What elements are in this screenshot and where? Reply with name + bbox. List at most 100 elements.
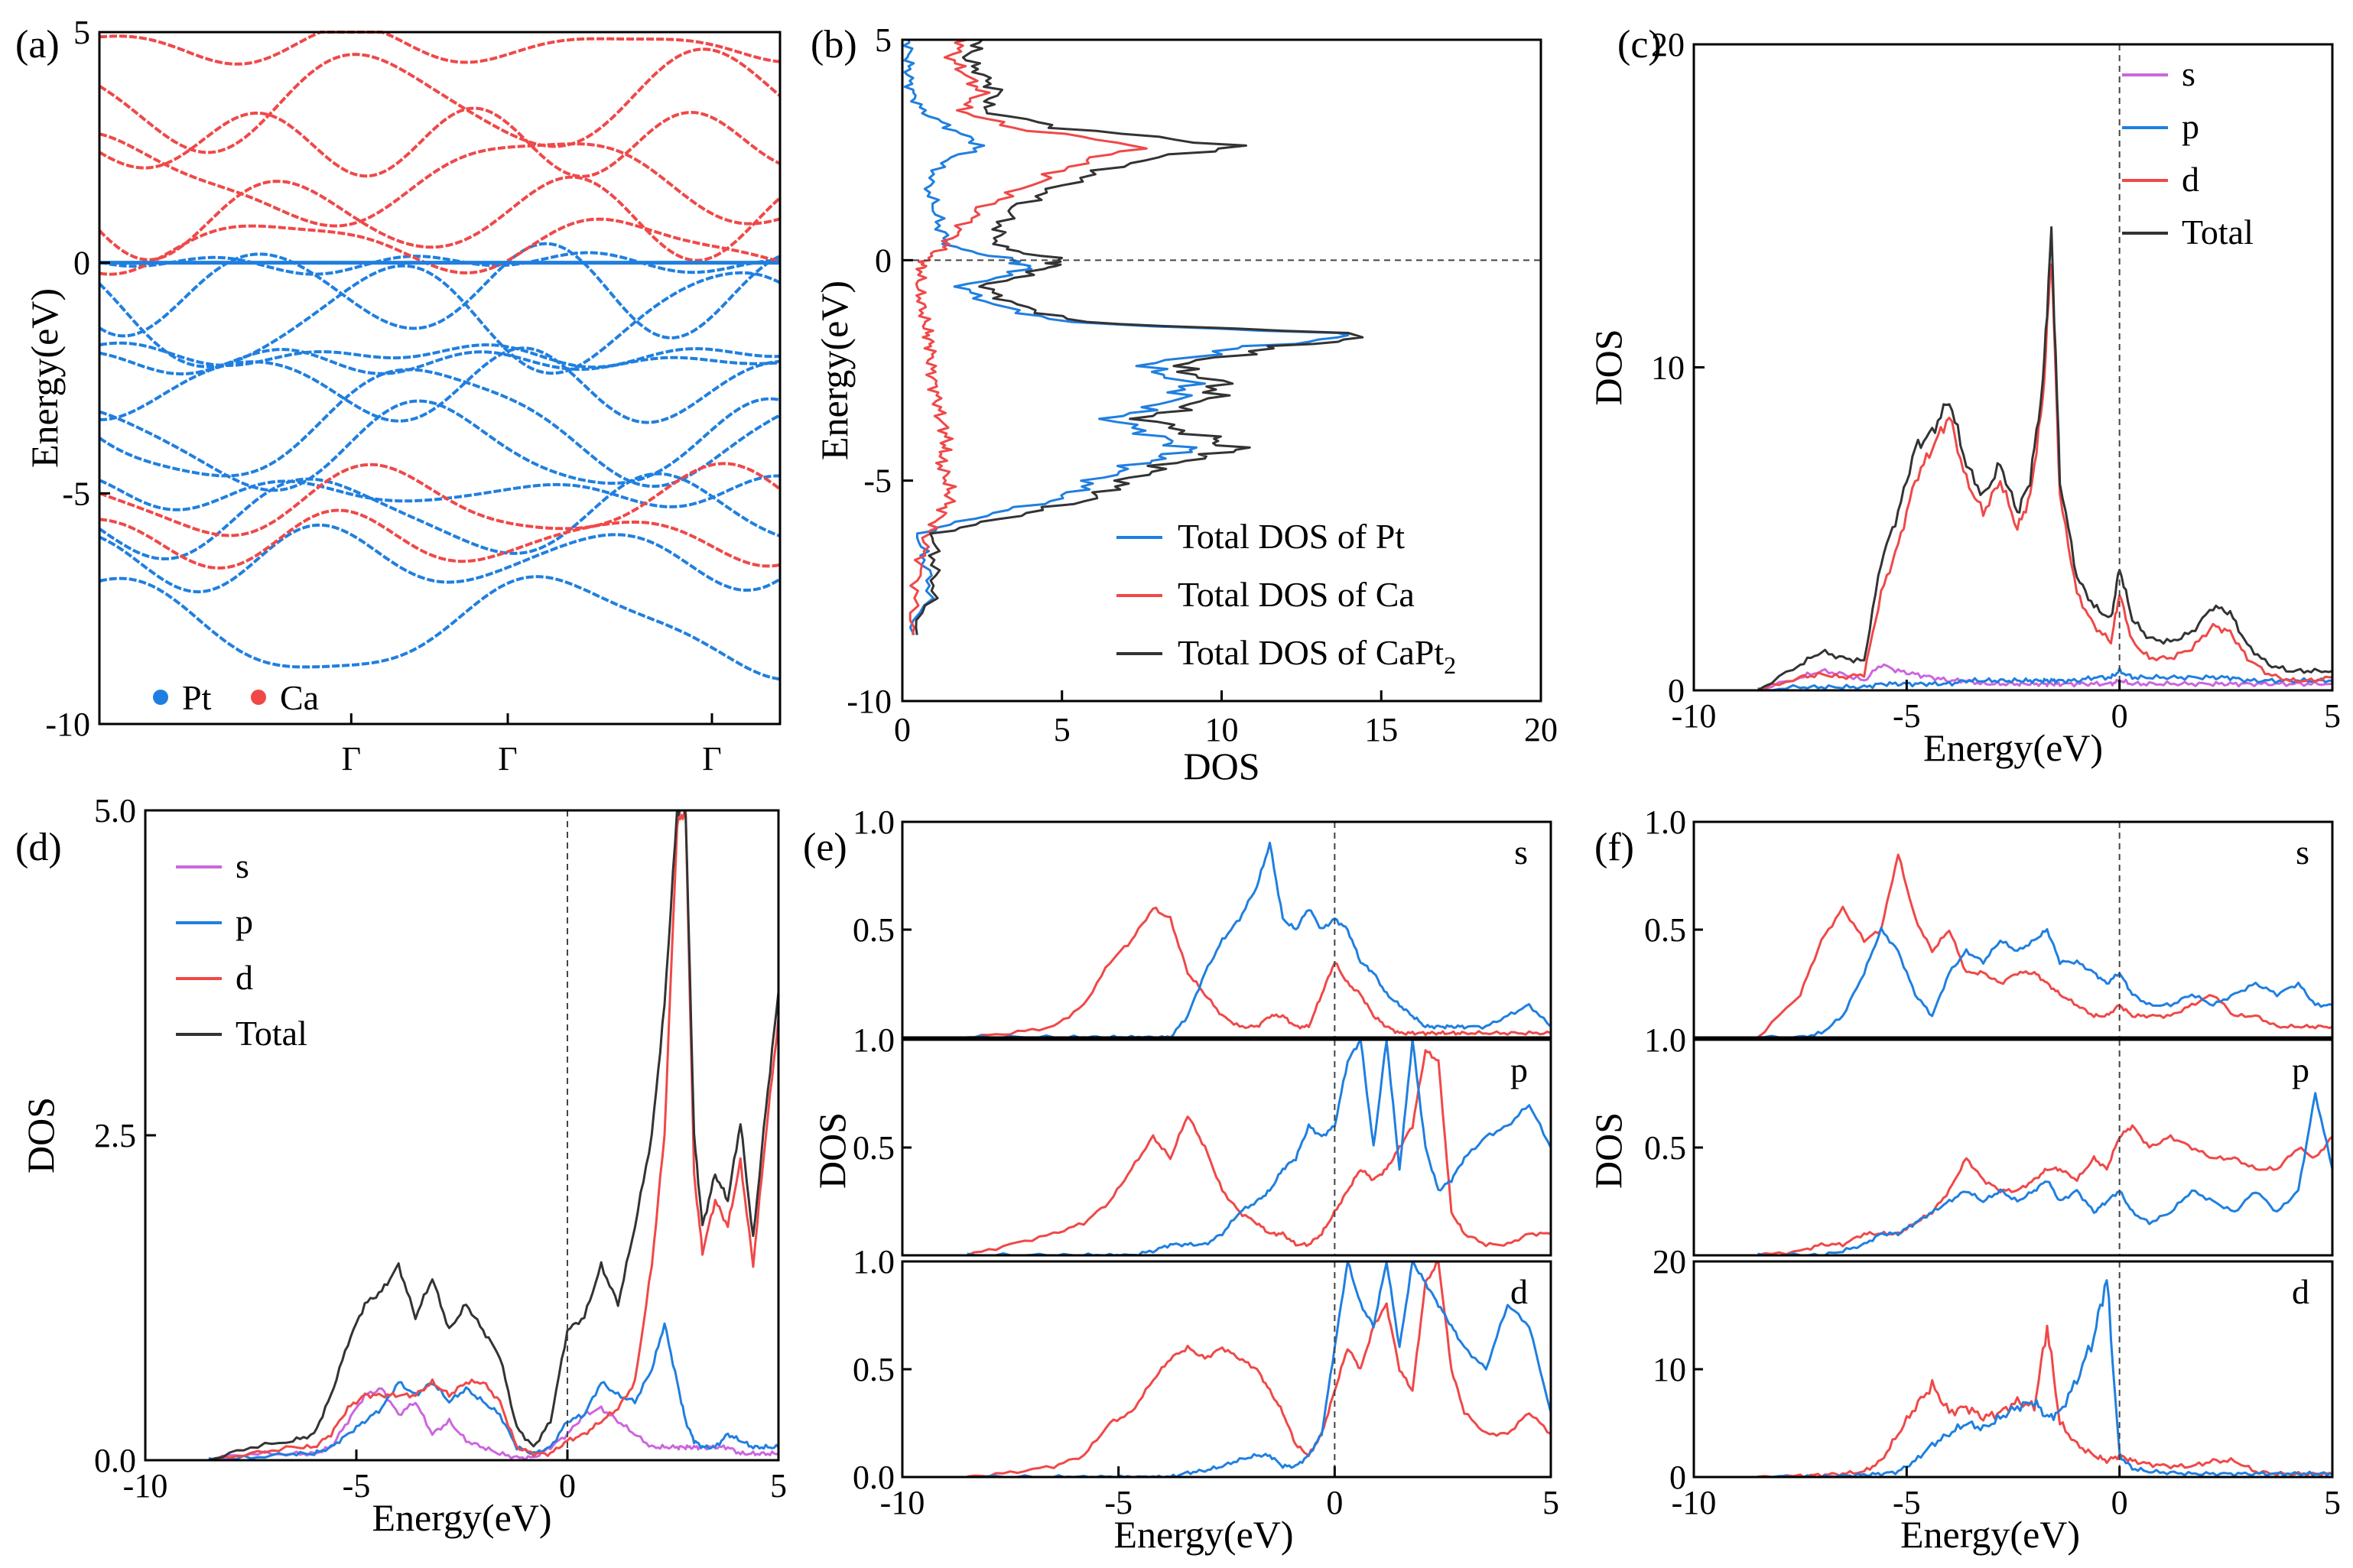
legend-label-s: s <box>236 846 249 885</box>
pdos-line-pt <box>1757 927 2332 1037</box>
y-tick-label: 2.5 <box>94 1117 136 1154</box>
legend-pt-label: Pt <box>182 678 212 717</box>
pdos-line-ca <box>1757 853 2332 1037</box>
x-axis-label: Energy(eV) <box>1923 726 2103 769</box>
panel-c: (c) 0 10 20 -10 -5 0 5 Energy(eV) DOS spd Total <box>1587 23 2341 769</box>
band-ca-19 <box>99 508 781 570</box>
x-tick-label: 5 <box>770 1467 787 1505</box>
legend-ca-label: Ca <box>280 678 319 717</box>
band-pt-5 <box>98 368 781 489</box>
x-axis-label: Energy(eV) <box>1900 1513 2080 1556</box>
panel-label-c: (c) <box>1617 23 1662 67</box>
band-ca-12 <box>99 31 781 66</box>
band-ca-18 <box>99 462 782 537</box>
pdos-line-total <box>1757 226 2332 690</box>
subplot-d: d 1.0 0.5 0.0 <box>853 1243 1552 1496</box>
panel-a: (a) 5 0 -5 -10 Γ Γ Γ Energy(eV) Pt Ca <box>15 14 782 778</box>
legend-label-total: Total <box>236 1014 307 1053</box>
legend-label-p: p <box>236 902 253 941</box>
panel-label-e: (e) <box>803 826 847 869</box>
y-tick-label: 0.5 <box>853 1351 895 1388</box>
x-tick-label: 0 <box>1326 1484 1343 1521</box>
y-tick-label: 5 <box>73 14 90 51</box>
subplot-p: p 1.0 0.5 <box>853 1021 1552 1257</box>
y-tick-label: 0 <box>875 242 892 279</box>
subplot-p: p 1.0 0.5 <box>1644 1021 2334 1257</box>
y-axis-label: Energy(eV) <box>813 281 856 460</box>
plot-area-d <box>208 810 778 1460</box>
y-tick-label: 1.0 <box>853 1243 895 1281</box>
x-tick-label: -10 <box>880 1484 925 1521</box>
pdos-line-p <box>1757 667 2332 690</box>
x-tick-label: -10 <box>1672 1484 1717 1521</box>
plot-area <box>967 1040 1551 1255</box>
legend-label-p: p <box>2182 107 2199 146</box>
legend-ca-dot <box>251 690 266 705</box>
y-tick-label: -10 <box>847 683 892 720</box>
y-tick-label: 0.5 <box>853 1129 895 1167</box>
y-tick-label: 10 <box>1651 349 1685 387</box>
x-axis-label: Energy(eV) <box>372 1496 551 1539</box>
x-tick-label: 5 <box>1542 1484 1559 1521</box>
x-tick-label: 0 <box>2111 697 2128 735</box>
pdos-line-pt <box>1757 1279 2332 1477</box>
band-pt-2 <box>98 472 781 560</box>
legend-label-s: s <box>2182 54 2195 93</box>
band-pt-1 <box>99 523 782 594</box>
x-tick-gamma: Γ <box>702 740 721 778</box>
dos-line-1 <box>908 38 1148 635</box>
x-tick-label: 10 <box>1205 711 1239 748</box>
legend-label-1: Total DOS of Ca <box>1178 575 1415 614</box>
pdos-line-ca <box>1757 1324 2332 1477</box>
pdos-line-pt <box>967 1040 1551 1255</box>
pdos-line-d <box>208 810 778 1460</box>
legend-label-0: Total DOS of Pt <box>1178 517 1405 556</box>
orbital-label-s: s <box>1514 833 1528 872</box>
pdos-line-d <box>1757 263 2332 690</box>
subplot-d: d 20 10 0 <box>1653 1243 2334 1496</box>
plot-area <box>1757 853 2332 1037</box>
panel-label-d: (d) <box>15 826 62 869</box>
plot-area <box>1757 1092 2332 1255</box>
plot-frame-a <box>98 31 782 726</box>
band-pt-7 <box>99 341 781 369</box>
y-tick-label: 0 <box>73 245 90 282</box>
legend-label-d: d <box>236 958 253 997</box>
legend-label-2: Total DOS of CaPt2 <box>1178 633 1456 679</box>
pdos-line-total <box>208 810 778 1460</box>
x-tick-gamma: Γ <box>498 740 517 778</box>
y-tick-label: 10 <box>1653 1351 1686 1388</box>
subplot-frame <box>901 1260 1552 1479</box>
x-tick-label: 0 <box>559 1467 576 1505</box>
band-ca-17 <box>99 217 781 276</box>
pdos-line-ca <box>967 906 1551 1037</box>
y-axis-label: DOS <box>1587 1112 1630 1189</box>
plot-area <box>967 1261 1551 1477</box>
x-tick-label: 5 <box>2324 697 2341 735</box>
x-tick-label: -5 <box>343 1467 371 1505</box>
pdos-line-ca <box>967 1261 1551 1477</box>
x-tick-label: -5 <box>1104 1484 1133 1521</box>
x-tick-label: -10 <box>1672 697 1717 735</box>
y-axis-label: DOS <box>1587 329 1630 405</box>
x-tick-label: 0 <box>894 711 911 748</box>
orbital-label-s: s <box>2296 833 2309 872</box>
y-tick-label: -10 <box>45 706 90 743</box>
band-ca-16 <box>98 175 782 262</box>
subplot-frame <box>1692 1260 2334 1479</box>
y-tick-label: -5 <box>62 475 90 512</box>
y-tick-label: -5 <box>863 463 892 500</box>
legend-pt-dot <box>153 690 168 705</box>
subplot-frame <box>1692 1038 2334 1257</box>
y-tick-label: 0 <box>1668 672 1685 709</box>
y-tick-label: 0.0 <box>94 1442 136 1479</box>
band-ca-13 <box>98 47 782 154</box>
pdos-line-p <box>208 1322 778 1460</box>
pdos-line-pt <box>967 841 1551 1037</box>
pdos-line-ca <box>967 1049 1551 1255</box>
plot-area <box>1757 1279 2332 1477</box>
plot-frame-c <box>1692 43 2334 692</box>
